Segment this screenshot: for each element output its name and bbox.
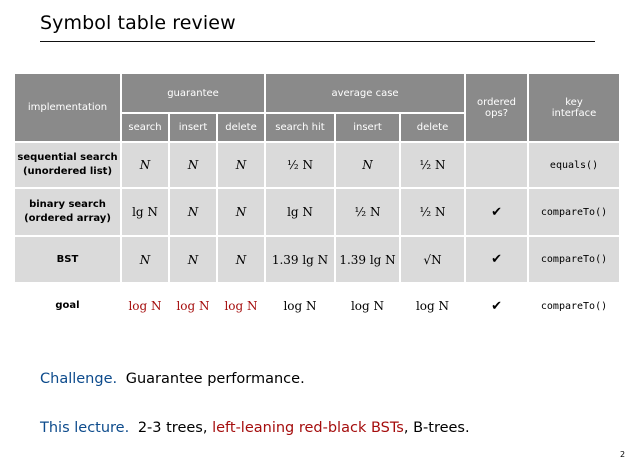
challenge-text: Guarantee performance. [125,371,305,387]
header-average-case: average case [264,74,465,112]
table-cell: log N [264,282,334,328]
cell-value: N [235,158,247,172]
header-guarantee: guarantee [120,74,264,112]
table-cell: N [334,141,399,187]
table-cell: log N [120,282,168,328]
lecture-label: This lecture. [40,420,130,436]
table-cell: ½ N [399,141,465,187]
row-label: sequential search (unordered list) [15,141,120,187]
row-label: BST [15,235,120,282]
table-cell: log N [216,282,264,328]
key-interface-cell: compareTo() [527,282,620,328]
row-label: goal [15,282,120,328]
lecture-text-a: 2-3 trees, [137,420,208,436]
table-row: binary search (ordered array) lg N N N l… [15,187,620,235]
row-label-line: goal [55,300,80,311]
lecture-highlight: left-leaning red-black BSTs [212,420,404,436]
table-cell: ½ N [264,141,334,187]
table-cell: log N [399,282,465,328]
page-number: 2 [620,450,626,459]
cell-value: N [187,158,199,172]
cell-value: N [187,205,199,219]
table-cell: lg N [120,187,168,235]
cell-value: N [362,158,373,172]
symbol-table-comparison: implementation guarantee average case or… [15,74,620,328]
cell-value: N [235,252,247,267]
table-row-goal: goal log N log N log N log N log N log N… [15,282,620,328]
table-cell: N [168,235,216,282]
ordered-ops-cell: ✔ [464,282,528,328]
table-cell: 1.39 lg N [334,235,399,282]
key-interface-cell: compareTo() [527,187,620,235]
row-label-line: binary search [29,199,106,210]
page-title: Symbol table review [40,12,236,34]
header-key-interface: key interface [527,74,620,141]
key-interface-cell: equals() [527,141,620,187]
header-ordered-ops: ordered ops? [464,74,528,141]
table-cell: N [216,141,264,187]
title-divider [40,41,595,42]
key-interface-cell: compareTo() [527,235,620,282]
subheader-delete: delete [216,112,264,141]
challenge-label: Challenge. [40,371,118,387]
table-cell: 1.39 lg N [264,235,334,282]
table-row: sequential search (unordered list) N N N… [15,141,620,187]
table-cell: N [168,187,216,235]
subheader-search-hit: search hit [264,112,334,141]
table-cell: √N [399,235,465,282]
table-cell: N [216,235,264,282]
table-cell: N [216,187,264,235]
table-cell: lg N [264,187,334,235]
cell-value: N [139,158,151,172]
table-cell: N [120,235,168,282]
cell-value: N [235,205,247,219]
lecture-line: This lecture. 2-3 trees, left-leaning re… [40,420,470,436]
row-label-line: (unordered list) [22,166,113,177]
ordered-ops-cell: ✔ [464,187,528,235]
table-cell: log N [334,282,399,328]
row-label-line: sequential search [17,152,118,163]
cell-value: N [139,252,151,267]
cell-value: N [187,252,199,267]
table-cell: ½ N [334,187,399,235]
subheader-search: search [120,112,168,141]
row-label-line: BST [56,253,79,265]
lecture-text-c: , B-trees. [403,420,470,436]
header-implementation: implementation [15,74,120,141]
challenge-line: Challenge. Guarantee performance. [40,371,305,387]
table-row: BST N N N 1.39 lg N 1.39 lg N √N ✔ compa… [15,235,620,282]
row-label: binary search (ordered array) [15,187,120,235]
table-cell: N [168,141,216,187]
table-cell: N [120,141,168,187]
subheader-avg-insert: insert [334,112,399,141]
subheader-insert: insert [168,112,216,141]
table-cell: log N [168,282,216,328]
ordered-ops-cell: ✔ [464,235,528,282]
ordered-ops-cell [464,141,528,187]
subheader-avg-delete: delete [399,112,465,141]
row-label-line: (ordered array) [24,213,111,224]
table-cell: ½ N [399,187,465,235]
